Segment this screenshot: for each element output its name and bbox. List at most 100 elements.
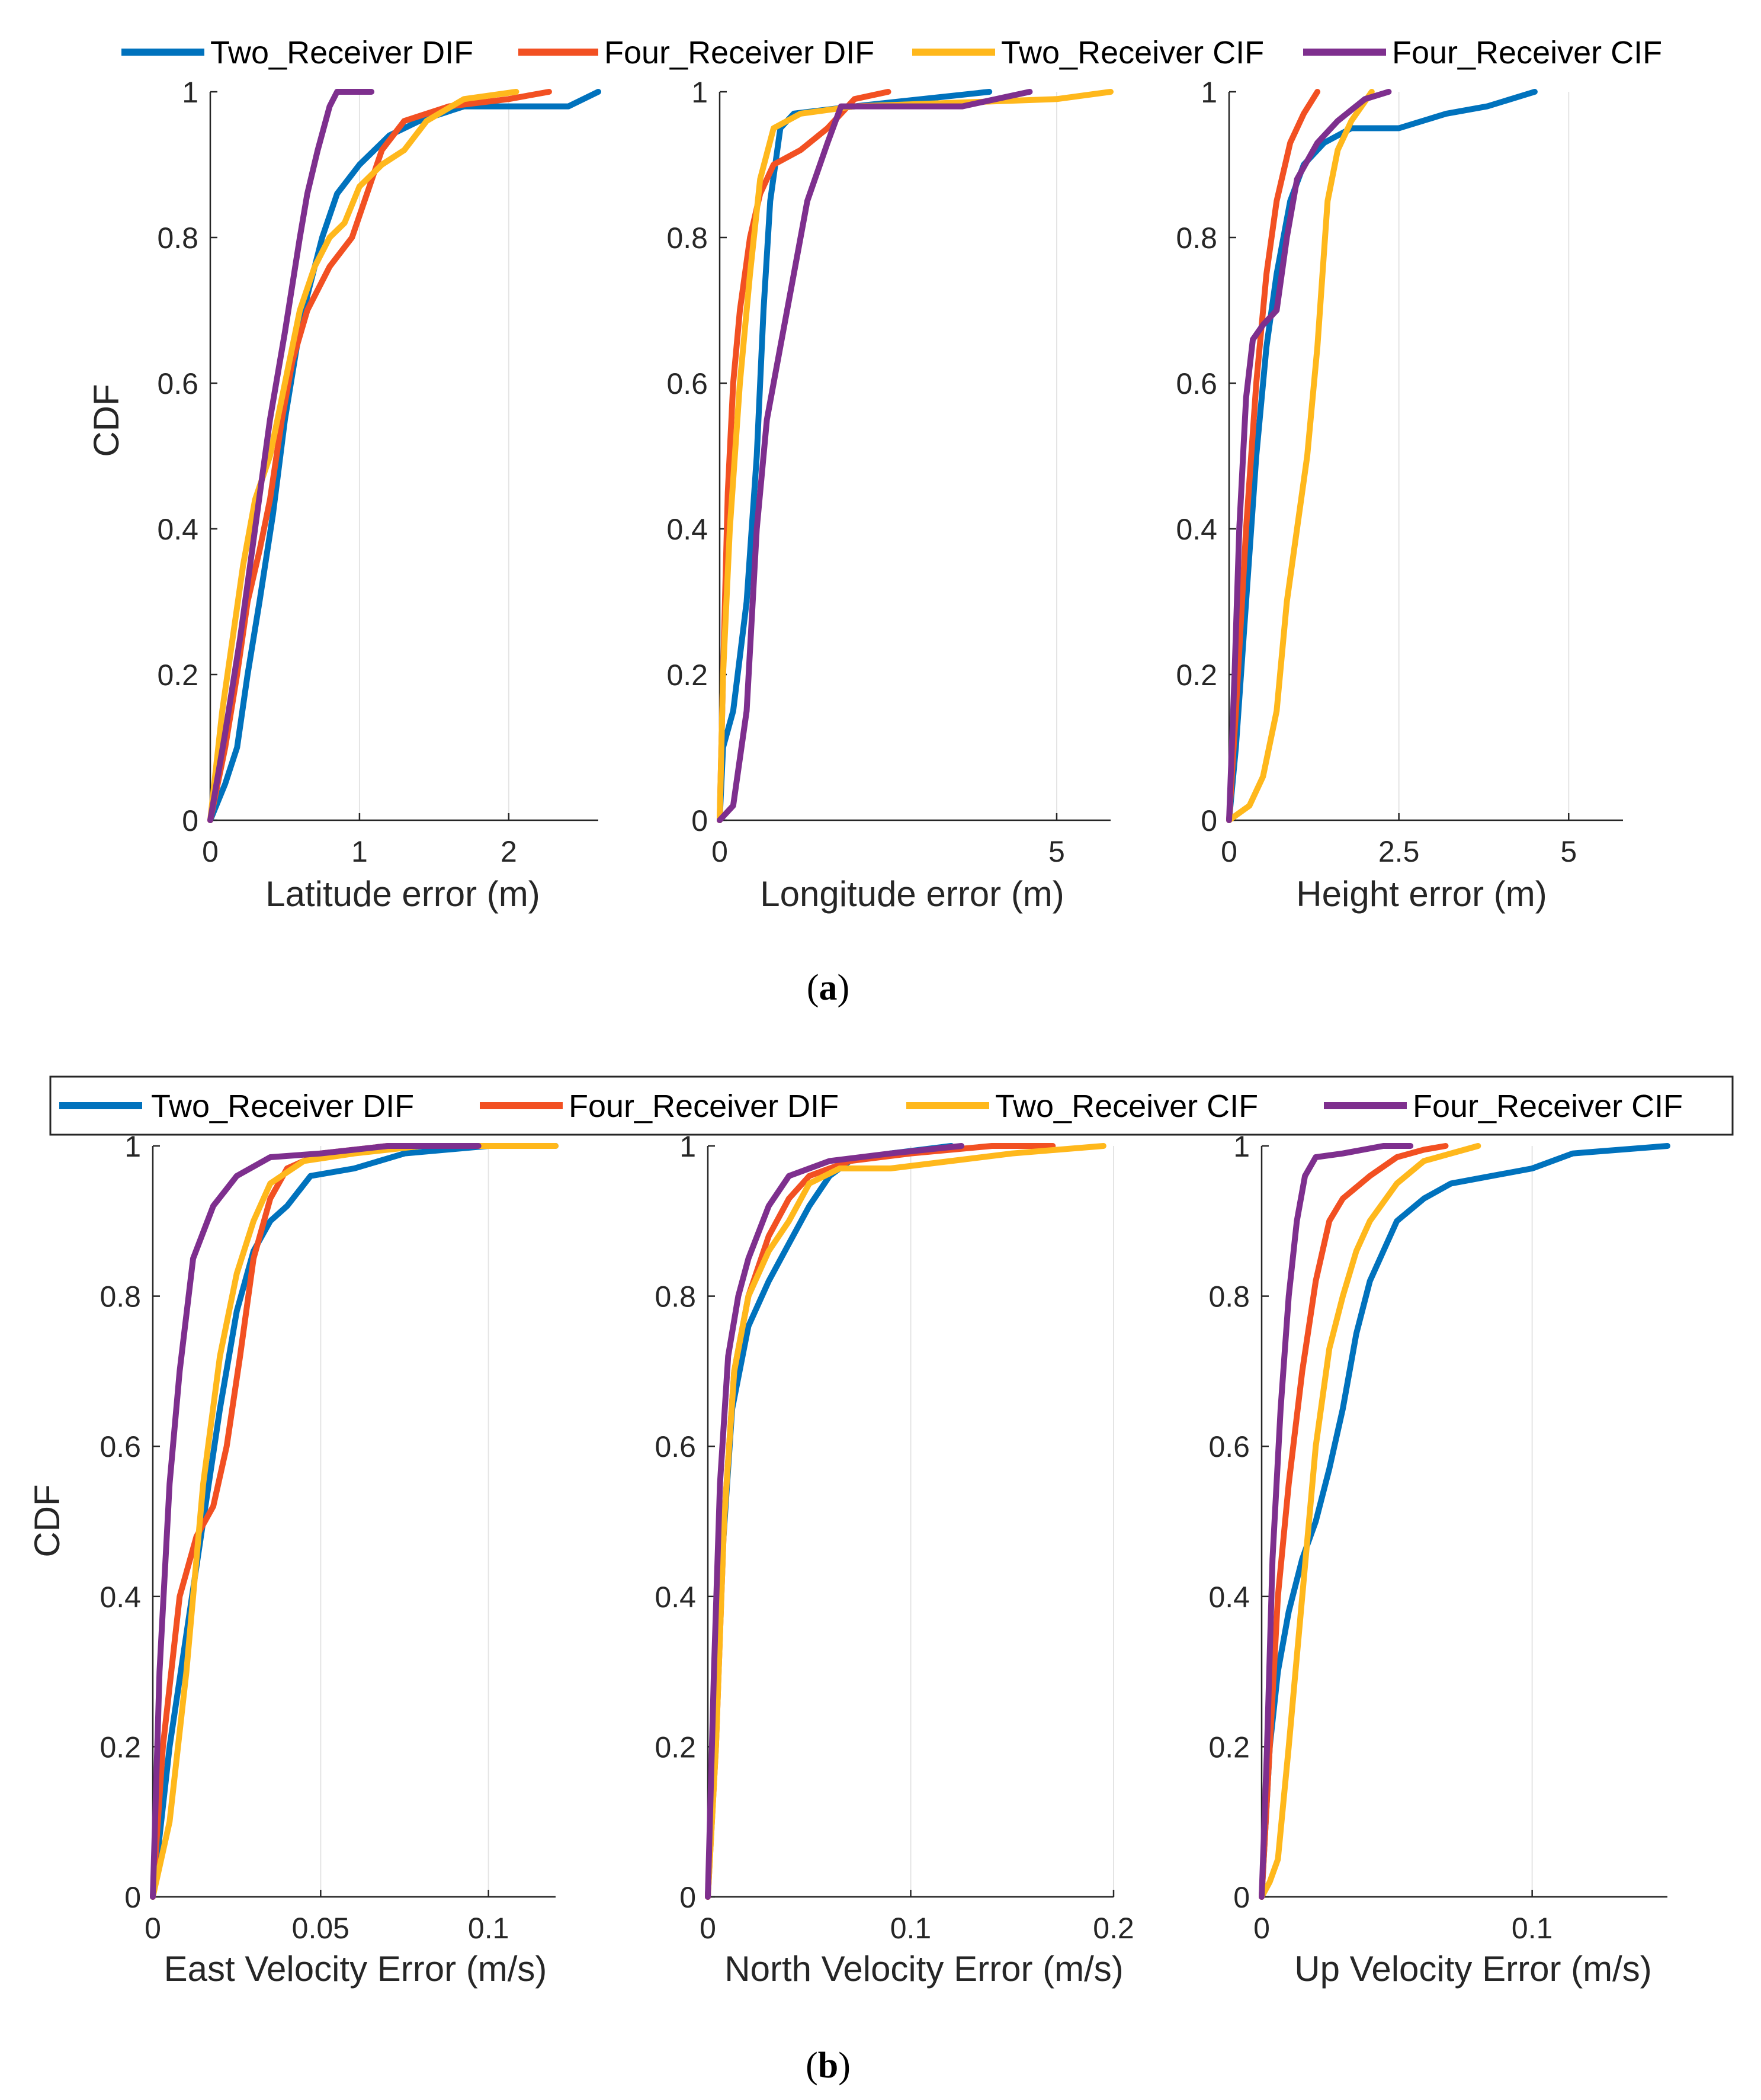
caption-b-letter: b	[818, 2046, 838, 2086]
east-ytick-label-3: 0.6	[100, 1430, 141, 1463]
north-ytick-label-3: 0.6	[655, 1430, 696, 1463]
east-xtick-label-0: 0	[145, 1912, 161, 1945]
up-series-four-receiver-dif	[1259, 1143, 1449, 1900]
up-series-two-receiver-cif	[1259, 1143, 1481, 1900]
north-xtick-label-0: 0	[700, 1912, 716, 1945]
north-series-four-receiver-dif	[705, 1143, 1056, 1900]
plot-longitude-error: 0 0.2 0.4 0.6 0.8 1 0 5 Longitude error (m)	[666, 76, 1114, 914]
legend-a-entry-four-receiver-cif: Four_Receiver CIF	[1303, 35, 1662, 70]
north-ytick-label-1: 0.2	[655, 1730, 696, 1764]
lon-ytick-label-4: 0.8	[666, 221, 708, 255]
east-series-two-receiver-cif	[150, 1143, 559, 1900]
up-xtick-label-0: 0	[1253, 1912, 1270, 1945]
lon-ytick-label-2: 0.4	[666, 513, 708, 546]
lat-ytick-label-3: 0.6	[157, 367, 198, 400]
legend-b-label-four-receiver-dif: Four_Receiver DIF	[569, 1088, 839, 1124]
lat-ytick-label-1: 0.2	[157, 659, 198, 692]
plot-height-error: 0 0.2 0.4 0.6 0.8 1 0 2.5 5 Height error (m)	[1176, 76, 1623, 914]
lat-xtick-label-1: 1	[351, 835, 368, 868]
legend-b-entry-two-receiver-dif: Two_Receiver DIF	[59, 1088, 414, 1124]
east-ytick-label-0: 0	[124, 1881, 141, 1914]
plot-north-velocity-error: 0 0.2 0.4 0.6 0.8 1 0 0.1 0.2 North Velocity Erro…	[655, 1130, 1134, 1989]
hgt-series-two-receiver-cif	[1226, 89, 1375, 823]
lat-ytick-label-4: 0.8	[157, 221, 198, 255]
lat-xlabel: Latitude error (m)	[265, 874, 540, 914]
lon-xtick-label-0: 0	[711, 835, 728, 868]
hgt-ytick-label-0: 0	[1201, 804, 1217, 837]
panel-a-ylabel: CDF	[86, 384, 126, 457]
hgt-xtick-label-0: 0	[1221, 835, 1237, 868]
lat-series-four-receiver-dif	[207, 89, 552, 823]
legend-a-entry-two-receiver-dif: Two_Receiver DIF	[121, 35, 473, 70]
east-ytick-label-4: 0.8	[100, 1280, 141, 1314]
up-ytick-label-0: 0	[1233, 1881, 1250, 1914]
caption-a: (a)	[807, 968, 849, 1008]
east-xtick-label-2: 0.1	[468, 1912, 509, 1945]
hgt-ytick-label-3: 0.6	[1176, 367, 1217, 400]
hgt-xtick-label-2: 5	[1560, 835, 1577, 868]
lon-axes	[718, 92, 1111, 821]
lon-series-four-receiver-cif	[717, 89, 1033, 823]
east-series-four-receiver-cif	[150, 1143, 482, 1900]
north-ytick-label-0: 0	[679, 1881, 696, 1914]
lon-xtick-label-1: 5	[1048, 835, 1065, 868]
up-series-two-receiver-dif	[1259, 1143, 1670, 1900]
hgt-ytick-label-2: 0.4	[1176, 513, 1217, 546]
up-ytick-label-1: 0.2	[1208, 1730, 1250, 1764]
legend-b-box	[49, 1075, 1734, 1136]
hgt-ytick-label-4: 0.8	[1176, 221, 1217, 255]
north-xlabel: North Velocity Error (m/s)	[724, 1949, 1123, 1989]
plot-east-velocity-error: 0 0.2 0.4 0.6 0.8 1 0 0.05 0.1 East Velocity Erro…	[100, 1130, 559, 1989]
lon-ytick-label-0: 0	[691, 804, 708, 837]
legend-b: Two_Receiver DIF Four_Receiver DIF Two_R…	[49, 1075, 1734, 1136]
legend-b-entry-four-receiver-cif: Four_Receiver CIF	[1324, 1088, 1683, 1124]
east-ytick-label-5: 1	[124, 1130, 141, 1163]
hgt-ytick-label-1: 0.2	[1176, 659, 1217, 692]
east-series-two-receiver-dif	[150, 1143, 559, 1900]
lat-xtick-label-2: 2	[501, 835, 517, 868]
caption-b: (b)	[806, 2046, 851, 2086]
lon-ytick-label-3: 0.6	[666, 367, 708, 400]
lon-series-two-receiver-cif	[717, 89, 1114, 823]
north-series-two-receiver-cif	[705, 1143, 1106, 1900]
legend-a-entry-two-receiver-cif: Two_Receiver CIF	[912, 35, 1264, 70]
legend-a-entry-four-receiver-dif: Four_Receiver DIF	[518, 35, 874, 70]
east-xtick-label-1: 0.05	[292, 1912, 349, 1945]
lon-ytick-label-1: 0.2	[666, 659, 708, 692]
north-ytick-label-4: 0.8	[655, 1280, 696, 1314]
lat-series-four-receiver-cif	[207, 89, 375, 823]
up-ytick-label-5: 1	[1233, 1130, 1250, 1163]
east-xlabel: East Velocity Error (m/s)	[164, 1949, 547, 1989]
lat-xtick-label-0: 0	[202, 835, 219, 868]
north-ytick-label-2: 0.4	[655, 1581, 696, 1614]
lon-ytick-label-5: 1	[691, 76, 708, 109]
legend-a-label-four-receiver-cif: Four_Receiver CIF	[1392, 35, 1662, 70]
legend-a-label-four-receiver-dif: Four_Receiver DIF	[604, 35, 874, 70]
legend-a-label-two-receiver-cif: Two_Receiver CIF	[1001, 35, 1264, 70]
legend-b-entry-two-receiver-cif: Two_Receiver CIF	[906, 1088, 1258, 1124]
hgt-ytick-label-5: 1	[1201, 76, 1217, 109]
legend-a: Two_Receiver DIF Four_Receiver DIF Two_R…	[121, 35, 1662, 70]
hgt-xtick-label-1: 2.5	[1378, 835, 1420, 868]
caption-a-letter: a	[819, 968, 838, 1008]
lon-xlabel: Longitude error (m)	[760, 874, 1064, 914]
up-xtick-label-1: 0.1	[1512, 1912, 1553, 1945]
up-series-four-receiver-cif	[1259, 1143, 1414, 1900]
north-xtick-label-1: 0.1	[890, 1912, 932, 1945]
east-ytick-label-2: 0.4	[100, 1581, 141, 1614]
panel-b-ylabel: CDF	[27, 1484, 67, 1557]
up-xlabel: Up Velocity Error (m/s)	[1294, 1949, 1651, 1989]
up-ytick-label-2: 0.4	[1208, 1581, 1250, 1614]
lat-series-two-receiver-cif	[207, 89, 519, 823]
hgt-series-four-receiver-dif	[1226, 89, 1321, 823]
legend-b-entry-four-receiver-dif: Four_Receiver DIF	[480, 1088, 839, 1124]
plot-up-velocity-error: 0 0.2 0.4 0.6 0.8 1 0 0.1 Up Velocity Error (m/s…	[1208, 1130, 1670, 1989]
north-series-two-receiver-dif	[705, 1143, 954, 1900]
east-axes	[152, 1146, 556, 1898]
legend-b-label-two-receiver-dif: Two_Receiver DIF	[151, 1088, 414, 1124]
up-ytick-label-3: 0.6	[1208, 1430, 1250, 1463]
north-xtick-label-2: 0.2	[1093, 1912, 1134, 1945]
lat-ytick-label-5: 1	[182, 76, 198, 109]
lat-ytick-label-2: 0.4	[157, 513, 198, 546]
